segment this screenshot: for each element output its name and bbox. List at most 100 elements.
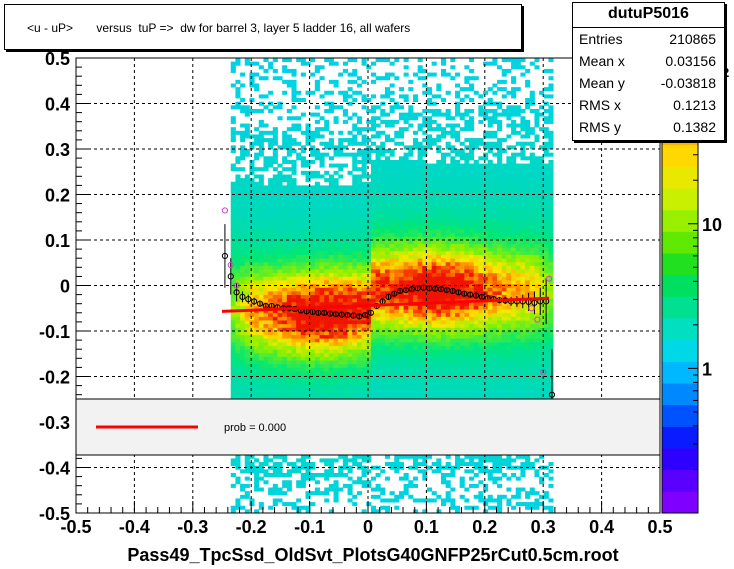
stat-value: -0.03818 bbox=[660, 75, 716, 91]
profile-point bbox=[350, 312, 357, 319]
palette-band bbox=[662, 339, 698, 362]
stat-label: Entries bbox=[579, 31, 623, 47]
profile-point bbox=[385, 293, 392, 300]
stat-value: 0.1213 bbox=[673, 97, 716, 113]
profile-point bbox=[443, 286, 450, 294]
profile-point bbox=[548, 391, 556, 398]
y-tick-label: 0 bbox=[60, 277, 70, 297]
palette-band bbox=[662, 231, 698, 254]
palette-band bbox=[662, 383, 698, 406]
x-tick-label: -0.3 bbox=[177, 517, 208, 537]
profile-point bbox=[309, 308, 316, 315]
profile-point bbox=[455, 289, 462, 296]
alt-profile-point bbox=[540, 368, 547, 376]
profile-point bbox=[326, 310, 334, 317]
alt-profile-point bbox=[534, 316, 541, 323]
profile-point bbox=[356, 313, 363, 320]
x-tick-label: -0.1 bbox=[294, 517, 325, 537]
palette-band bbox=[662, 404, 698, 427]
alt-profile-point bbox=[233, 282, 240, 289]
chart-title: <u - uP> versus tuP => dw for barrel 3, … bbox=[27, 21, 411, 35]
profile-point bbox=[245, 296, 252, 303]
y-tick-label: -0.5 bbox=[39, 504, 70, 524]
palette-band bbox=[662, 209, 698, 232]
palette-band bbox=[662, 491, 698, 514]
stat-value: 210865 bbox=[669, 31, 716, 47]
profile-point bbox=[402, 286, 410, 294]
profile-point bbox=[251, 298, 258, 305]
x-tick-label: 0.3 bbox=[531, 517, 556, 537]
profile-point bbox=[315, 309, 322, 316]
profile-point bbox=[426, 285, 433, 292]
alt-profile-point bbox=[528, 305, 535, 312]
y-tick-label: -0.2 bbox=[39, 368, 70, 388]
x-tick-label: -0.4 bbox=[119, 517, 150, 537]
fit-line bbox=[221, 296, 550, 313]
x-tick-label: 0.2 bbox=[472, 517, 497, 537]
palette-band bbox=[662, 448, 698, 471]
x-tick-label: 0 bbox=[363, 517, 373, 537]
profile-point bbox=[332, 311, 339, 318]
y-tick-label: 0.5 bbox=[45, 49, 70, 69]
profile-point bbox=[420, 284, 427, 291]
profile-point bbox=[472, 292, 480, 299]
palette-band bbox=[662, 144, 698, 167]
x-tick-label: -0.2 bbox=[236, 517, 267, 537]
profile-point bbox=[221, 252, 229, 260]
profile-point bbox=[256, 300, 264, 307]
stat-row-entries: Entries 210865 bbox=[573, 29, 724, 51]
y-tick-label: -0.3 bbox=[39, 413, 70, 433]
palette-band bbox=[662, 188, 698, 211]
alt-profile-point bbox=[227, 261, 234, 269]
x-tick-label: -0.5 bbox=[60, 517, 91, 537]
stats-histogram-name: dutuP5016 bbox=[608, 5, 689, 22]
profile-point bbox=[344, 311, 351, 319]
legend-label: prob = 0.000 bbox=[224, 422, 286, 434]
profile-point bbox=[414, 285, 421, 292]
y-tick-label: 0.2 bbox=[45, 186, 70, 206]
stat-row-rms-x: RMS x 0.1213 bbox=[573, 95, 724, 117]
y-tick-label: 0.1 bbox=[45, 231, 70, 251]
stat-label: Mean y bbox=[579, 75, 625, 91]
profile-point bbox=[461, 290, 468, 297]
title-box: <u - uP> versus tuP => dw for barrel 3, … bbox=[4, 4, 522, 50]
palette-tick-label: 1 bbox=[702, 359, 712, 379]
palette-band bbox=[662, 469, 698, 492]
stat-label: Mean x bbox=[579, 53, 625, 69]
stat-row-mean-y: Mean y -0.03818 bbox=[573, 73, 724, 95]
alt-profile-point bbox=[545, 275, 553, 282]
x-tick-label: 0.5 bbox=[647, 517, 672, 537]
profile-markers bbox=[221, 207, 556, 441]
stat-row-rms-y: RMS y 0.1382 bbox=[573, 117, 724, 139]
profile-point bbox=[408, 286, 415, 293]
palette-band bbox=[662, 426, 698, 449]
y-tick-label: -0.4 bbox=[39, 459, 70, 479]
stats-box: dutuP5016 Entries 210865 Mean x 0.03156 … bbox=[572, 2, 725, 141]
stat-value: 0.1382 bbox=[673, 119, 716, 135]
x-axis-label: Pass49_TpcSsd_OldSvt_PlotsG40GNFP25rCut0… bbox=[127, 545, 618, 565]
stat-value: 0.03156 bbox=[665, 53, 716, 69]
profile-point bbox=[467, 291, 474, 298]
palette-band bbox=[662, 361, 698, 384]
profile-point bbox=[397, 287, 404, 295]
profile-point bbox=[321, 309, 328, 316]
profile-point bbox=[361, 311, 369, 319]
profile-point bbox=[227, 273, 234, 280]
alt-profile-point bbox=[221, 207, 229, 214]
x-tick-label: 0.1 bbox=[414, 517, 439, 537]
palette-tick-label: 10 bbox=[702, 215, 722, 235]
stat-label: RMS x bbox=[579, 97, 621, 113]
profile-point bbox=[239, 293, 246, 300]
profile-point bbox=[233, 289, 240, 296]
profile-point bbox=[391, 290, 398, 297]
x-tick-label: 0.4 bbox=[589, 517, 614, 537]
profile-point bbox=[338, 311, 345, 318]
y-tick-label: -0.1 bbox=[39, 322, 70, 342]
profile-point bbox=[437, 286, 445, 293]
y-tick-label: 0.3 bbox=[45, 140, 70, 160]
palette-band bbox=[662, 274, 698, 297]
profile-point bbox=[449, 287, 456, 295]
palette-band bbox=[662, 253, 698, 276]
palette-band bbox=[662, 318, 698, 341]
